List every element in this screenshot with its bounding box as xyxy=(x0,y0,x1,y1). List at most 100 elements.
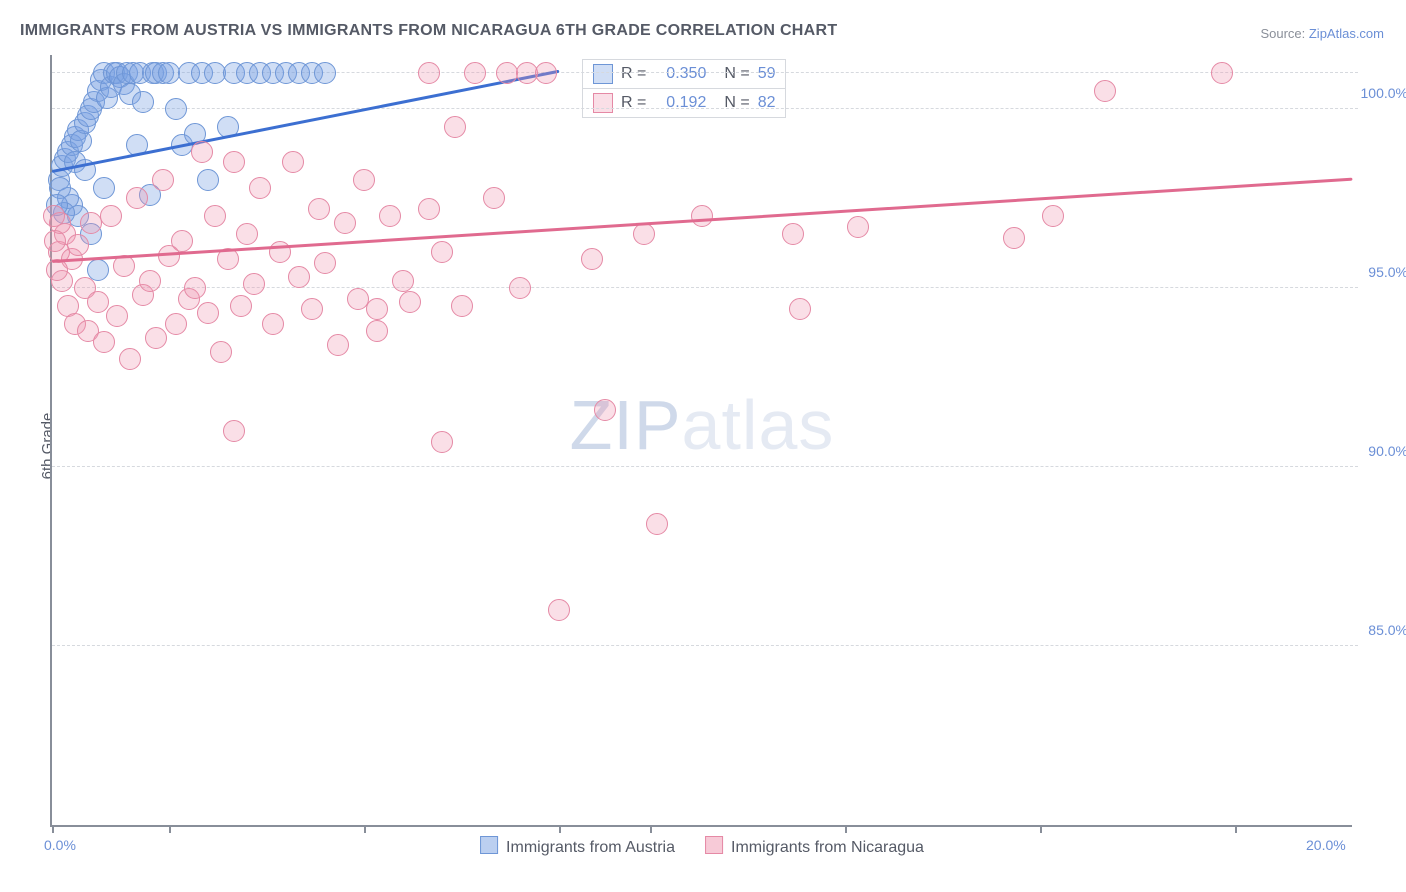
scatter-point xyxy=(399,291,421,313)
scatter-point xyxy=(366,320,388,342)
scatter-point xyxy=(126,187,148,209)
scatter-plot-area: ZIPatlas R =0.350N =59R =0.192N =82 Immi… xyxy=(50,55,1352,827)
scatter-point xyxy=(594,399,616,421)
scatter-point xyxy=(93,331,115,353)
scatter-point xyxy=(191,141,213,163)
chart-title: IMMIGRANTS FROM AUSTRIA VS IMMIGRANTS FR… xyxy=(20,22,837,40)
scatter-point xyxy=(171,230,193,252)
scatter-point xyxy=(509,277,531,299)
scatter-point xyxy=(106,305,128,327)
scatter-point xyxy=(132,91,154,113)
source-link[interactable]: ZipAtlas.com xyxy=(1309,26,1384,41)
scatter-point xyxy=(119,348,141,370)
scatter-point xyxy=(1094,80,1116,102)
legend-item: Immigrants from Austria xyxy=(480,836,675,857)
x-tick xyxy=(364,825,366,833)
scatter-point xyxy=(288,266,310,288)
scatter-point xyxy=(353,169,375,191)
scatter-point xyxy=(691,205,713,227)
scatter-point xyxy=(789,298,811,320)
legend-n-value: 59 xyxy=(758,65,776,83)
source-attribution: Source: ZipAtlas.com xyxy=(1260,26,1384,41)
legend-item: Immigrants from Nicaragua xyxy=(705,836,924,857)
legend-swatch xyxy=(593,93,613,113)
scatter-point xyxy=(243,273,265,295)
scatter-point xyxy=(1211,62,1233,84)
scatter-point xyxy=(347,288,369,310)
scatter-point xyxy=(581,248,603,270)
scatter-point xyxy=(301,298,323,320)
scatter-point xyxy=(646,513,668,535)
scatter-point xyxy=(535,62,557,84)
scatter-point xyxy=(210,341,232,363)
trend-line xyxy=(52,177,1352,262)
scatter-point xyxy=(1003,227,1025,249)
scatter-point xyxy=(633,223,655,245)
scatter-point xyxy=(197,169,219,191)
scatter-point xyxy=(223,151,245,173)
x-tick xyxy=(559,825,561,833)
y-tick-label: 100.0% xyxy=(1361,85,1406,101)
scatter-point xyxy=(197,302,219,324)
legend-swatch xyxy=(480,836,498,854)
scatter-point xyxy=(308,198,330,220)
scatter-point xyxy=(379,205,401,227)
x-tick xyxy=(650,825,652,833)
scatter-point xyxy=(548,599,570,621)
scatter-point xyxy=(165,98,187,120)
gridline-h xyxy=(52,108,1358,109)
scatter-point xyxy=(152,169,174,191)
scatter-point xyxy=(444,116,466,138)
scatter-point xyxy=(782,223,804,245)
legend-r-value: 0.192 xyxy=(654,94,706,112)
watermark-atlas: atlas xyxy=(682,386,835,464)
series-legend: Immigrants from Austria Immigrants from N… xyxy=(480,836,924,857)
scatter-point xyxy=(236,223,258,245)
scatter-point xyxy=(44,230,66,252)
source-prefix: Source: xyxy=(1260,26,1308,41)
scatter-point xyxy=(249,177,271,199)
gridline-h xyxy=(52,645,1358,646)
legend-n-label: N = xyxy=(724,65,749,83)
scatter-point xyxy=(847,216,869,238)
scatter-point xyxy=(366,298,388,320)
scatter-point xyxy=(93,177,115,199)
scatter-point xyxy=(204,205,226,227)
legend-r-label: R = xyxy=(621,65,646,83)
scatter-point xyxy=(334,212,356,234)
scatter-point xyxy=(464,62,486,84)
scatter-point xyxy=(282,151,304,173)
scatter-point xyxy=(184,277,206,299)
scatter-point xyxy=(87,291,109,313)
legend-swatch xyxy=(705,836,723,854)
scatter-point xyxy=(392,270,414,292)
y-tick-label: 90.0% xyxy=(1368,443,1406,459)
legend-r-value: 0.350 xyxy=(654,65,706,83)
scatter-point xyxy=(431,431,453,453)
scatter-point xyxy=(483,187,505,209)
scatter-point xyxy=(1042,205,1064,227)
watermark-zip: ZIP xyxy=(570,386,682,464)
scatter-point xyxy=(100,205,122,227)
x-tick-label: 0.0% xyxy=(44,837,76,853)
watermark: ZIPatlas xyxy=(570,385,835,465)
x-tick xyxy=(1235,825,1237,833)
gridline-h xyxy=(52,466,1358,467)
legend-swatch xyxy=(593,64,613,84)
legend-r-label: R = xyxy=(621,94,646,112)
scatter-point xyxy=(230,295,252,317)
y-tick-label: 85.0% xyxy=(1368,622,1406,638)
scatter-point xyxy=(327,334,349,356)
scatter-point xyxy=(431,241,453,263)
x-tick xyxy=(845,825,847,833)
scatter-point xyxy=(223,420,245,442)
scatter-point xyxy=(418,198,440,220)
x-tick-label: 20.0% xyxy=(1306,837,1346,853)
scatter-point xyxy=(314,62,336,84)
x-tick xyxy=(1040,825,1042,833)
scatter-point xyxy=(139,270,161,292)
scatter-point xyxy=(43,205,65,227)
legend-row: R = 0.350 N = 59 xyxy=(582,59,786,89)
legend-n-value: 82 xyxy=(758,94,776,112)
correlation-legend: R =0.350N =59R =0.192N =82 xyxy=(582,60,786,118)
